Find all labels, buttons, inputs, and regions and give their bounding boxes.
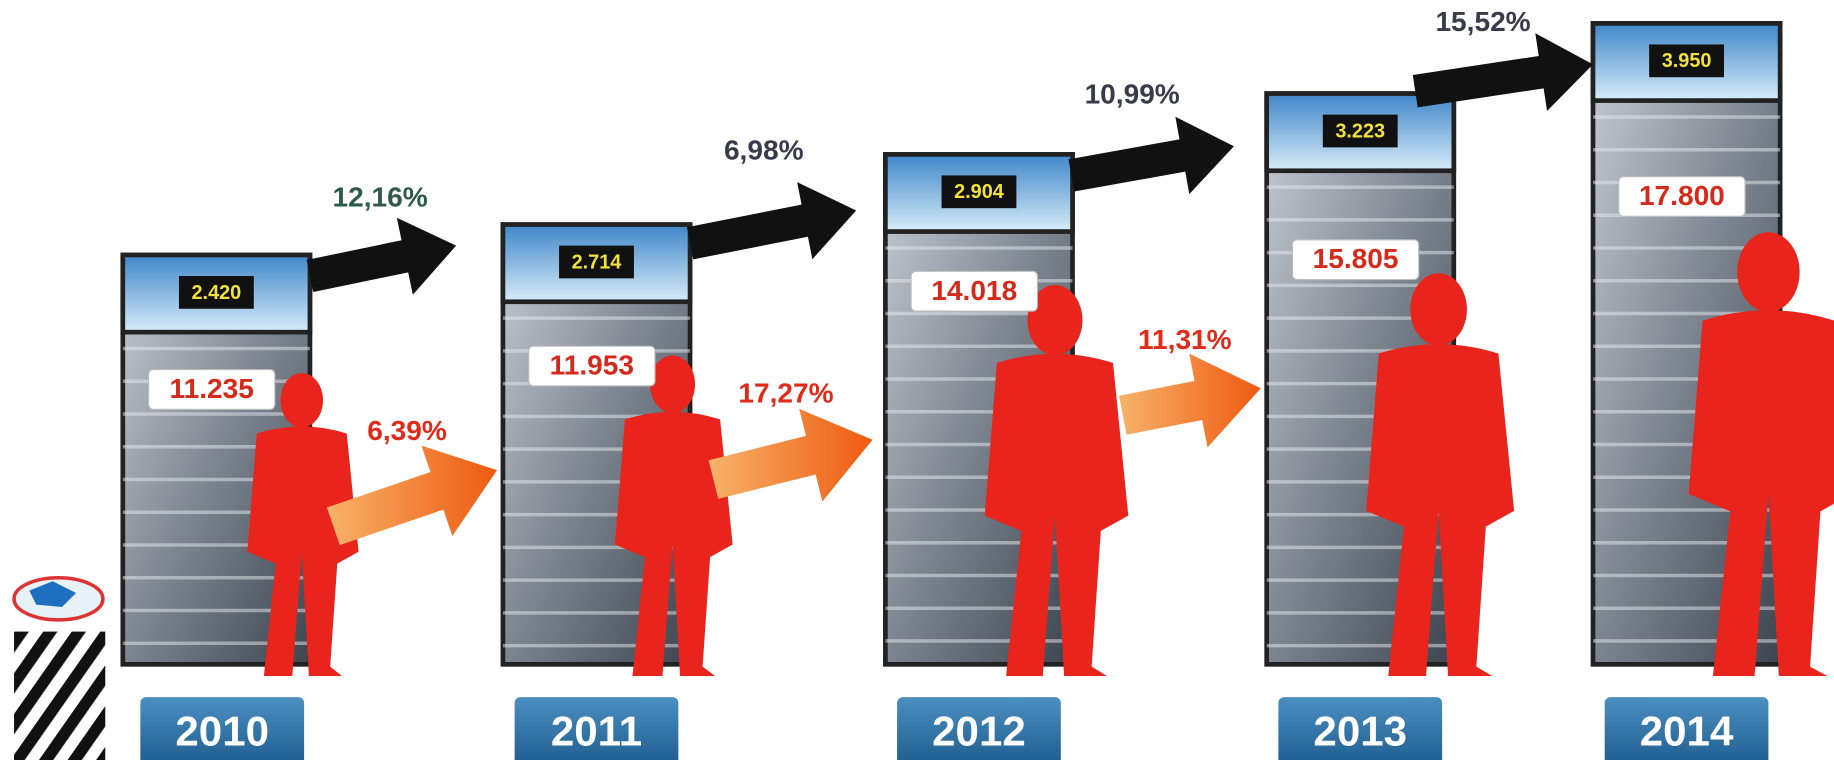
scene: 2.420 11.235 2010 2.714 11.953 2011 2.904 14.01… [14, 6, 1834, 760]
growth-arrow-black [1413, 33, 1593, 111]
growth-arrow-orange [709, 409, 873, 502]
bottom-value: 17.800 [1639, 180, 1725, 211]
person-head [280, 373, 323, 427]
top-growth-label: 6,98% [724, 134, 804, 165]
top-value: 2.420 [192, 282, 242, 304]
top-value: 3.950 [1662, 50, 1712, 72]
bottom-value: 15.805 [1313, 243, 1399, 274]
person-head [650, 355, 695, 413]
year-label: 2013 [1313, 708, 1407, 755]
top-value: 3.223 [1335, 120, 1385, 142]
top-value: 2.714 [572, 251, 622, 273]
top-value: 2.904 [954, 181, 1004, 203]
year-label: 2010 [175, 708, 269, 755]
year-label: 2012 [932, 708, 1026, 755]
year-label: 2014 [1640, 708, 1734, 755]
year-label: 2011 [551, 708, 642, 755]
bottom-growth-label: 17,27% [738, 378, 833, 409]
bottom-value: 11.235 [170, 373, 254, 404]
top-growth-label: 12,16% [333, 181, 428, 212]
growth-arrow-orange [1119, 354, 1261, 448]
person-head [1410, 273, 1467, 345]
bottom-value: 11.953 [550, 350, 634, 381]
growth-arrow-black [687, 182, 856, 259]
logo-stripes [14, 632, 105, 760]
bottom-value: 14.018 [931, 275, 1017, 306]
growth-arrow-black [307, 218, 457, 295]
person-head [1737, 232, 1799, 312]
growth-arrow-black [1068, 117, 1233, 194]
infographic: 2.420 11.235 2010 2.714 11.953 2011 2.904 14.01… [0, 0, 1834, 760]
bottom-growth-label: 11,31% [1138, 324, 1232, 355]
bottom-growth-label: 6,39% [367, 415, 447, 446]
top-growth-label: 15,52% [1435, 6, 1530, 37]
top-growth-label: 10,99% [1085, 78, 1180, 109]
